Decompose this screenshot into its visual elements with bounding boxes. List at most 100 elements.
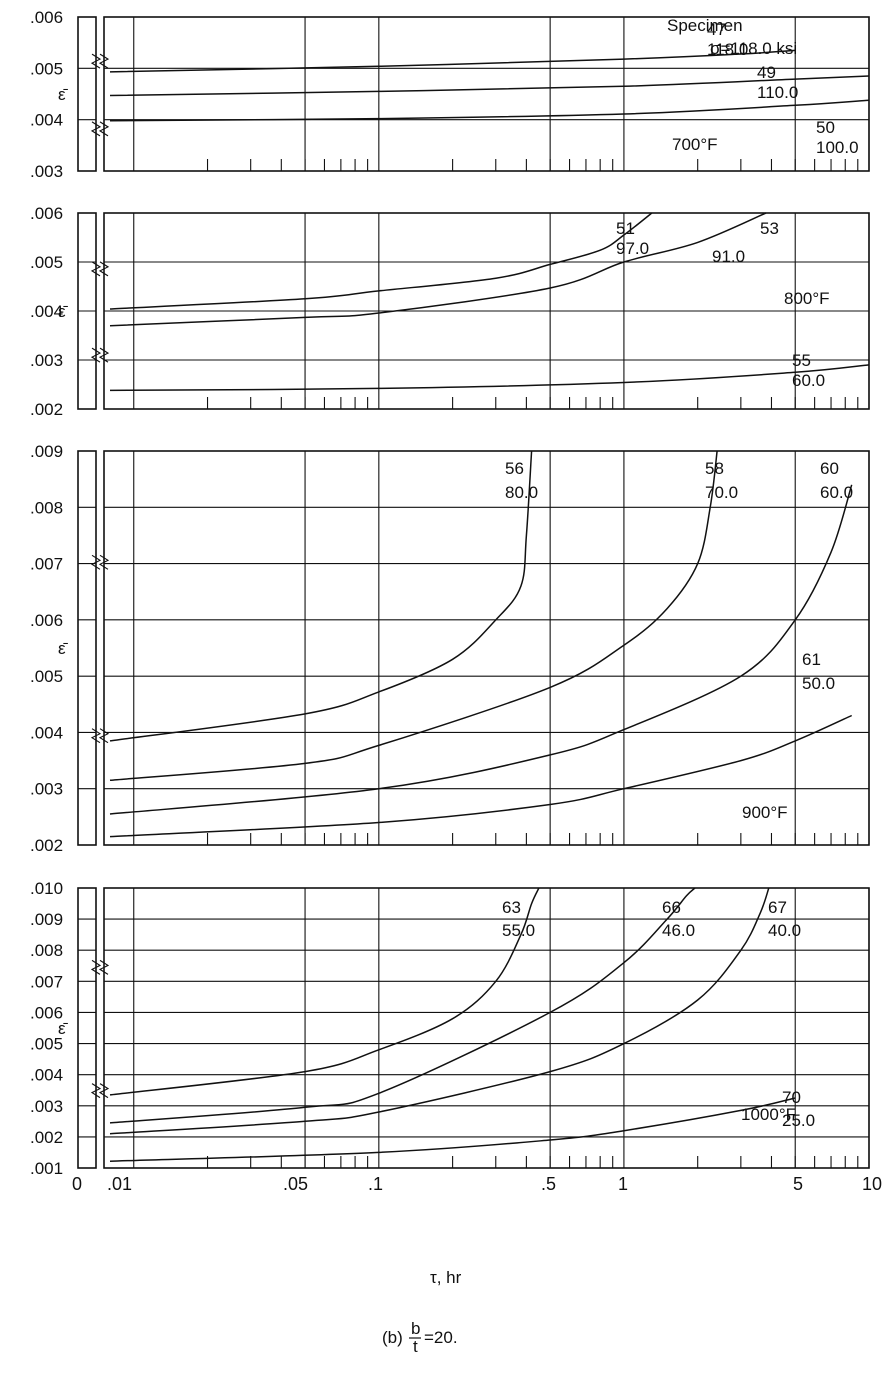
stress-label-56: 80.0 xyxy=(505,483,538,502)
x-axis-title: τ, hr xyxy=(430,1268,462,1287)
stress-label-67: 40.0 xyxy=(768,921,801,940)
x-tick-label-0.01: .01 xyxy=(107,1174,132,1194)
series-curve-61 xyxy=(109,714,853,838)
series-curve-53 xyxy=(109,212,767,327)
y-tick-label: .007 xyxy=(30,972,63,991)
series-curve-70 xyxy=(109,1097,796,1162)
axis-break-mark xyxy=(90,53,102,69)
specimen-label-61: 61 xyxy=(802,650,821,669)
axis-break-mark xyxy=(98,261,110,277)
y-tick-label: .004 xyxy=(30,111,63,130)
specimen-label-47: 47 xyxy=(707,20,726,39)
stress-label-70: 25.0 xyxy=(782,1111,815,1130)
y-tick-label: .002 xyxy=(30,836,63,855)
axis-break-strip xyxy=(77,450,97,846)
temperature-label: 700°F xyxy=(672,135,718,154)
y-tick-label: .002 xyxy=(30,400,63,419)
caption-value: =20. xyxy=(424,1328,458,1347)
axis-break-mark xyxy=(98,347,110,363)
y-tick-label: .006 xyxy=(30,1003,63,1022)
y-axis-label: ε̄ xyxy=(58,85,69,104)
x-tick-label-5: 5 xyxy=(793,1174,803,1194)
caption-fraction-denominator: t xyxy=(413,1337,418,1356)
y-tick-label: .005 xyxy=(30,59,63,78)
specimen-header-label: Specimen xyxy=(667,16,743,35)
axis-break-mark xyxy=(90,554,102,570)
specimen-label-56: 56 xyxy=(505,459,524,478)
specimen-label-53: 53 xyxy=(760,219,779,238)
y-tick-label: .001 xyxy=(30,1159,63,1178)
stress-label-53: 91.0 xyxy=(712,247,745,266)
y-tick-label: .005 xyxy=(30,1035,63,1054)
panel-1000°F: .001 .002 .003 .004 .005 .006 .007 .008 .009 .010… xyxy=(30,879,870,1178)
y-tick-label: .002 xyxy=(30,1128,63,1147)
axis-break-mark xyxy=(98,1083,110,1099)
y-tick-label: .004 xyxy=(30,302,63,321)
stress-label-49: 110.0 xyxy=(757,83,798,102)
y-tick-label: .006 xyxy=(30,611,63,630)
series-curve-60 xyxy=(109,484,853,815)
panel-900°F: .002 .003 .004 .005 .006 .007 .008 .009 ε̄ 56 80.0… xyxy=(30,442,870,855)
specimen-label-50: 50 xyxy=(816,118,835,137)
axis-break-mark xyxy=(90,347,102,363)
y-axis-label: ε̄ xyxy=(58,302,69,321)
specimen-label-55: 55 xyxy=(792,351,811,370)
y-tick-label: .010 xyxy=(30,879,63,898)
chart-panels: .003.004.005.006ε̄47118.049110.050100.0S… xyxy=(30,8,870,1178)
y-tick-label: .005 xyxy=(30,253,63,272)
specimen-label-63: 63 xyxy=(502,898,521,917)
series-curve-55 xyxy=(109,364,870,392)
axis-break-mark xyxy=(98,121,110,137)
stress-label-50: 100.0 xyxy=(816,138,859,157)
series-curve-47 xyxy=(109,49,796,73)
specimen-label-66: 66 xyxy=(662,898,681,917)
axis-break-mark xyxy=(98,554,110,570)
axis-break-strip xyxy=(77,887,97,1169)
stress-label-60: 60.0 xyxy=(820,483,853,502)
axis-break-mark xyxy=(90,261,102,277)
y-axis-label: ε̄ xyxy=(58,639,69,658)
temperature-label: 1000°F xyxy=(741,1105,796,1124)
y-tick-label: .003 xyxy=(30,162,63,181)
specimen-label-67: 67 xyxy=(768,898,787,917)
y-tick-label: .006 xyxy=(30,204,63,223)
x-axis-tick-labels: 0 .01 .05 .1 .5 1 5 10 xyxy=(72,1174,882,1194)
y-tick-label: .003 xyxy=(30,351,63,370)
series-curve-58 xyxy=(109,450,718,782)
stress-label-66: 46.0 xyxy=(662,921,695,940)
y-tick-label: .008 xyxy=(30,498,63,517)
y-tick-label: .009 xyxy=(30,910,63,929)
stress-label-47: 118.0 xyxy=(707,40,748,59)
series-curve-67 xyxy=(109,887,770,1135)
y-axis-label: ε̄ xyxy=(58,1019,69,1038)
x-tick-label-1: 1 xyxy=(618,1174,628,1194)
axis-break-mark xyxy=(98,53,110,69)
stress-label-63: 55.0 xyxy=(502,921,535,940)
series-curve-63 xyxy=(109,887,540,1096)
specimen-label-70: 70 xyxy=(782,1088,801,1107)
axis-break-mark xyxy=(90,728,102,744)
specimen-label-51: 51 xyxy=(616,219,635,238)
specimen-label-58: 58 xyxy=(705,459,724,478)
axis-break-mark xyxy=(90,959,102,975)
x-tick-label-0.1: .1 xyxy=(368,1174,383,1194)
series-curve-50 xyxy=(109,99,870,122)
x-tick-label-0.05: .05 xyxy=(283,1174,308,1194)
x-tick-label-0.5: .5 xyxy=(541,1174,556,1194)
x-tick-label-10: 10 xyxy=(862,1174,882,1194)
y-tick-label: .009 xyxy=(30,442,63,461)
temperature-label: 900°F xyxy=(742,803,788,822)
caption-prefix: (b) xyxy=(382,1328,403,1347)
stress-label-55: 60.0 xyxy=(792,371,825,390)
y-tick-label: .007 xyxy=(30,555,63,574)
series-curve-56 xyxy=(109,450,533,742)
series-curve-49 xyxy=(109,75,870,97)
axis-break-mark xyxy=(90,121,102,137)
stress-label-51: 97.0 xyxy=(616,239,649,258)
axis-break-mark xyxy=(90,1083,102,1099)
y-tick-label: .003 xyxy=(30,780,63,799)
stress-label-61: 50.0 xyxy=(802,674,835,693)
